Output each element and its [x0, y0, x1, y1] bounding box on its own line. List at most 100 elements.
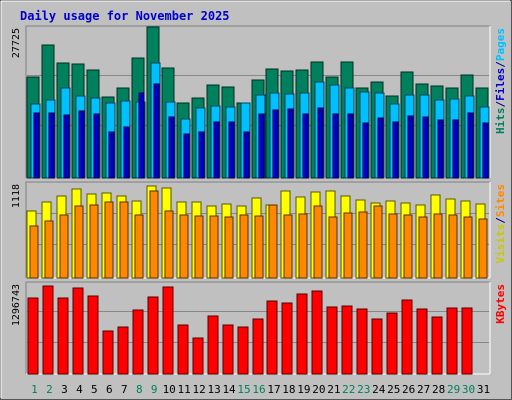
- bar-sites-13: [209, 215, 219, 279]
- x-tick-29: 29: [447, 383, 460, 396]
- x-tick-24: 24: [372, 383, 386, 396]
- bar-sites-11: [179, 214, 189, 279]
- bar-sites-21: [328, 216, 338, 279]
- bar-pages-17: [272, 109, 279, 179]
- x-tick-10: 10: [163, 383, 176, 396]
- bar-pages-5: [93, 113, 100, 179]
- y-max-label: 1296743: [11, 284, 22, 326]
- bar-kbytes-15: [237, 326, 249, 375]
- bar-pages-6: [108, 131, 115, 179]
- legend-entry: Sites: [494, 184, 507, 217]
- bar-sites-17: [268, 204, 278, 279]
- bar-pages-7: [123, 126, 130, 179]
- bar-sites-22: [343, 212, 353, 279]
- x-tick-13: 13: [207, 383, 220, 396]
- bar-sites-30: [463, 216, 473, 279]
- bar-sites-9: [149, 190, 159, 279]
- bar-pages-12: [198, 131, 205, 179]
- x-tick-1: 1: [31, 383, 38, 396]
- bar-kbytes-13: [207, 315, 219, 375]
- x-tick-3: 3: [61, 383, 68, 396]
- bar-sites-14: [224, 216, 234, 279]
- y-max-label: 1118: [11, 184, 22, 208]
- chart-title: Daily usage for November 2025: [20, 9, 230, 23]
- bar-kbytes-12: [192, 337, 204, 375]
- bar-kbytes-9: [147, 296, 159, 375]
- bar-sites-4: [74, 205, 84, 279]
- bar-pages-10: [168, 116, 175, 179]
- bar-pages-24: [377, 117, 384, 179]
- bar-kbytes-24: [371, 318, 383, 375]
- bar-pages-2: [48, 112, 55, 179]
- bar-sites-26: [403, 214, 413, 279]
- legend-entry: Files: [494, 68, 507, 101]
- x-tick-30: 30: [462, 383, 475, 396]
- bar-kbytes-3: [57, 297, 69, 375]
- bar-sites-1: [29, 225, 39, 279]
- legend-entry: /: [494, 217, 507, 224]
- legend-entry: KBytes: [494, 284, 507, 324]
- bar-pages-22: [347, 113, 354, 179]
- bar-pages-29: [452, 119, 459, 179]
- x-tick-2: 2: [46, 383, 53, 396]
- bar-pages-3: [63, 114, 70, 179]
- bar-pages-11: [183, 133, 190, 179]
- bar-kbytes-11: [177, 324, 189, 375]
- bar-sites-27: [418, 216, 428, 279]
- bar-kbytes-30: [461, 307, 473, 375]
- x-tick-20: 20: [312, 383, 325, 396]
- bar-kbytes-7: [117, 326, 129, 375]
- x-tick-11: 11: [178, 383, 191, 396]
- bar-pages-19: [302, 113, 309, 179]
- x-tick-4: 4: [76, 383, 83, 396]
- x-tick-21: 21: [327, 383, 340, 396]
- x-tick-23: 23: [357, 383, 370, 396]
- bar-pages-15: [243, 131, 250, 179]
- bar-kbytes-4: [72, 287, 84, 375]
- bar-sites-24: [373, 205, 383, 279]
- bar-kbytes-8: [132, 309, 144, 375]
- x-tick-14: 14: [222, 383, 236, 396]
- bar-pages-26: [407, 115, 414, 179]
- bar-kbytes-10: [162, 286, 174, 375]
- bar-pages-1: [33, 112, 40, 179]
- bar-kbytes-27: [416, 308, 428, 375]
- panel-kbytes: 1296743 KBytes: [11, 281, 507, 375]
- bar-kbytes-1: [27, 297, 39, 375]
- bar-kbytes-29: [446, 307, 458, 375]
- legend-hits-files-pages: Hits/Files/Pages: [494, 28, 507, 134]
- y-max-label: 27725: [11, 28, 22, 58]
- panel-hits-files-pages: 27725 Hits/Files/Pages: [11, 25, 507, 179]
- x-tick-28: 28: [432, 383, 445, 396]
- bar-kbytes-17: [266, 300, 278, 375]
- bar-sites-20: [313, 205, 323, 279]
- legend-entry: Visits: [494, 224, 507, 264]
- bar-kbytes-2: [42, 285, 54, 375]
- bar-sites-6: [104, 201, 114, 279]
- bar-pages-28: [437, 119, 444, 179]
- x-tick-15: 15: [237, 383, 250, 396]
- legend-entry: Pages: [494, 28, 507, 61]
- bar-kbytes-26: [401, 299, 413, 375]
- bar-sites-16: [254, 215, 264, 279]
- x-tick-6: 6: [106, 383, 113, 396]
- bar-kbytes-5: [87, 295, 99, 375]
- x-tick-27: 27: [417, 383, 430, 396]
- bar-pages-9: [153, 83, 160, 179]
- bar-sites-25: [388, 213, 398, 279]
- bar-pages-25: [392, 121, 399, 179]
- x-tick-31: 31: [477, 383, 490, 396]
- bar-kbytes-23: [356, 308, 368, 375]
- bar-pages-4: [78, 110, 85, 179]
- bar-kbytes-19: [296, 293, 308, 375]
- legend-visits-sites: Visits/Sites: [494, 184, 507, 264]
- bar-kbytes-28: [431, 316, 443, 375]
- bar-sites-5: [89, 204, 99, 279]
- bar-sites-29: [448, 214, 458, 279]
- bar-pages-27: [422, 116, 429, 179]
- bar-sites-10: [164, 210, 174, 279]
- bar-pages-21: [332, 113, 339, 179]
- bar-pages-13: [213, 121, 220, 179]
